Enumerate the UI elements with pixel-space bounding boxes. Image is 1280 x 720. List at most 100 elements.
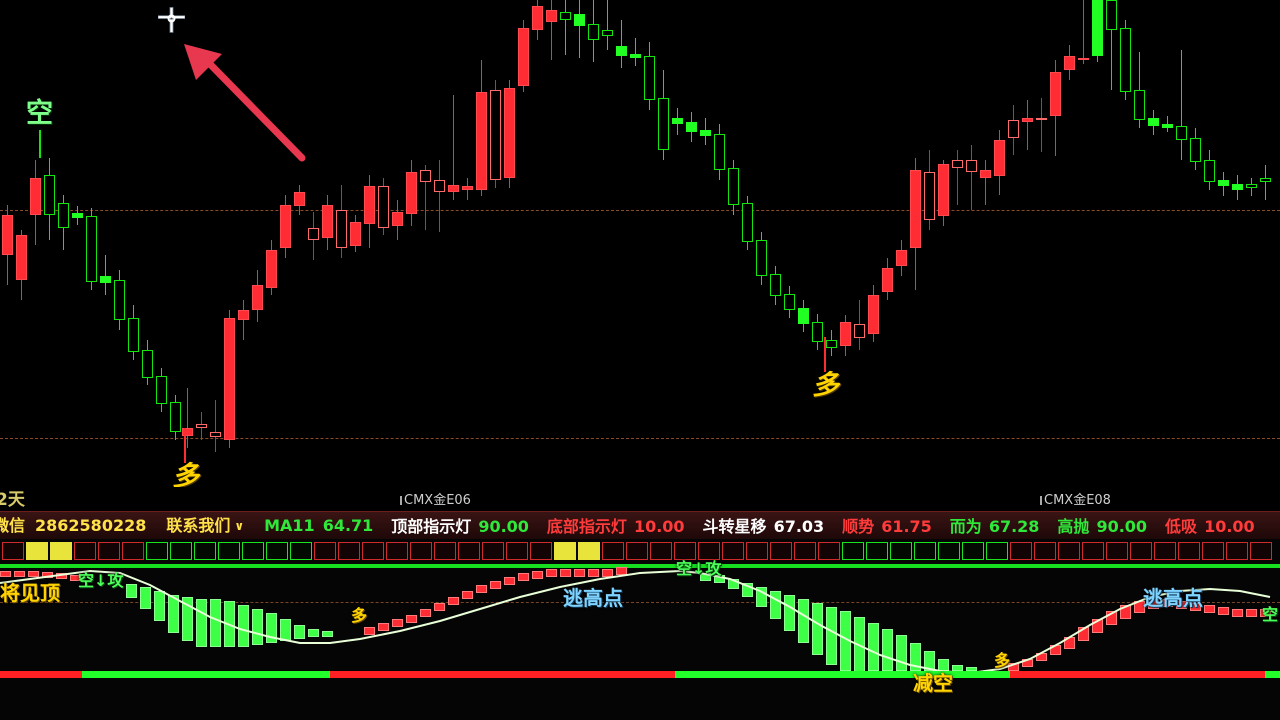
signal-cell[interactable] [482, 542, 504, 560]
histogram-bar [1106, 611, 1117, 625]
candlestick [784, 0, 795, 487]
signal-cell[interactable] [1130, 542, 1152, 560]
signal-cell[interactable] [602, 542, 624, 560]
price-chart-pane[interactable]: 空多多 [0, 0, 1280, 487]
signal-cell[interactable] [530, 542, 552, 560]
candle-wick [565, 0, 566, 55]
candle-wick [1181, 50, 1182, 160]
histogram-bar [322, 631, 333, 637]
signal-cell[interactable] [578, 542, 600, 560]
signal-cell[interactable] [434, 542, 456, 560]
indicator-readout: 底部指示灯 10.00 [546, 518, 686, 535]
histogram-bar [294, 625, 305, 639]
oscillator-label: 逃高点 [1143, 586, 1203, 610]
wechat-id: 2862580228 [35, 516, 147, 535]
signal-cell[interactable] [770, 542, 792, 560]
candle-wick [971, 145, 972, 210]
signal-cell[interactable] [386, 542, 408, 560]
signal-cell[interactable] [26, 542, 48, 560]
candle-body [392, 212, 403, 226]
candle-body [714, 134, 725, 170]
signal-cell[interactable] [50, 542, 72, 560]
signal-cell[interactable] [170, 542, 192, 560]
signal-cell[interactable] [218, 542, 240, 560]
candle-body [1148, 118, 1159, 126]
signal-cell[interactable] [818, 542, 840, 560]
signal-cell-row[interactable] [0, 542, 1280, 560]
candle-wick [187, 388, 188, 448]
candle-body [224, 318, 235, 440]
long-signal-marker: 多 [812, 370, 839, 401]
candlestick [826, 0, 837, 487]
signal-cell[interactable] [338, 542, 360, 560]
signal-cell[interactable] [290, 542, 312, 560]
signal-cell[interactable] [1226, 542, 1248, 560]
signal-cell[interactable] [1178, 542, 1200, 560]
signal-cell[interactable] [722, 542, 744, 560]
signal-cell[interactable] [98, 542, 120, 560]
signal-cell[interactable] [1154, 542, 1176, 560]
signal-cell[interactable] [458, 542, 480, 560]
indicator-readouts: 顶部指示灯 90.00 底部指示灯 10.00 斗转星移 67.03 顺势 61.75 而为 67… [374, 517, 1255, 536]
signal-cell[interactable] [794, 542, 816, 560]
candlestick [1078, 0, 1089, 487]
candle-body [518, 28, 529, 86]
candlestick [812, 0, 823, 487]
signal-cell[interactable] [890, 542, 912, 560]
signal-cell[interactable] [986, 542, 1008, 560]
signal-cell[interactable] [1202, 542, 1224, 560]
candlestick [448, 0, 459, 487]
candle-body [826, 340, 837, 348]
signal-cell[interactable] [1106, 542, 1128, 560]
signal-cell[interactable] [626, 542, 648, 560]
signal-cell[interactable] [242, 542, 264, 560]
candle-body [1232, 184, 1243, 190]
signal-cell[interactable] [74, 542, 96, 560]
signal-cell[interactable] [1250, 542, 1272, 560]
signal-cell[interactable] [674, 542, 696, 560]
signal-cell[interactable] [914, 542, 936, 560]
signal-cell[interactable] [194, 542, 216, 560]
candlestick [322, 0, 333, 487]
signal-cell[interactable] [1034, 542, 1056, 560]
signal-cell[interactable] [650, 542, 672, 560]
chevron-down-icon[interactable]: ∨ [234, 519, 245, 533]
signal-cell[interactable] [938, 542, 960, 560]
signal-cell[interactable] [506, 542, 528, 560]
signal-cell[interactable] [362, 542, 384, 560]
signal-cell[interactable] [746, 542, 768, 560]
signal-cell[interactable] [698, 542, 720, 560]
histogram-bar [966, 667, 977, 671]
oscillator-pane[interactable]: 将见顶 空↓攻 逃高点 空↓攻多多减空 逃高点空 [0, 539, 1280, 720]
candlestick [658, 0, 669, 487]
indicator-value: 90.00 [478, 516, 529, 536]
signal-cell[interactable] [122, 542, 144, 560]
candle-body [1246, 184, 1257, 188]
candlestick [546, 0, 557, 487]
signal-cell[interactable] [554, 542, 576, 560]
signal-cell[interactable] [1082, 542, 1104, 560]
indicator-status-bar[interactable]: 微信 2862580228 联系我们 ∨ MA11 64.71 顶部指示灯 90.… [0, 511, 1280, 541]
signal-cell[interactable] [962, 542, 984, 560]
candle-body [770, 274, 781, 296]
signal-cell[interactable] [266, 542, 288, 560]
signal-cell[interactable] [146, 542, 168, 560]
signal-cell[interactable] [866, 542, 888, 560]
signal-cell[interactable] [842, 542, 864, 560]
signal-cell[interactable] [314, 542, 336, 560]
candlestick [182, 0, 193, 487]
candlestick [420, 0, 431, 487]
candlestick [574, 0, 585, 487]
candlestick [868, 0, 879, 487]
histogram-bar [826, 607, 837, 665]
signal-cell[interactable] [1010, 542, 1032, 560]
signal-cell[interactable] [2, 542, 24, 560]
contact-us-button[interactable]: 联系我们 [166, 516, 231, 535]
signal-cell[interactable] [1058, 542, 1080, 560]
histogram-bar [714, 575, 725, 583]
candlestick [756, 0, 767, 487]
candle-body [1204, 160, 1215, 182]
candlestick [114, 0, 125, 487]
zero-line-segment [1265, 671, 1280, 678]
signal-cell[interactable] [410, 542, 432, 560]
